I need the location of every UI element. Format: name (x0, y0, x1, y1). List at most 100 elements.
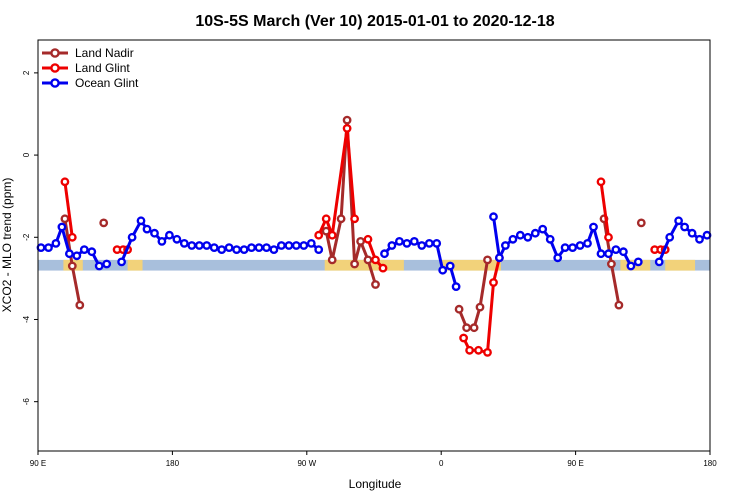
y-axis-label: XCO2 - MLO trend (ppm) (0, 178, 14, 313)
series-2-point (523, 232, 533, 242)
series-2-point (438, 265, 448, 275)
series-2-point (187, 241, 197, 250)
series-2-point (633, 257, 643, 267)
y-tick-label: -4 (22, 315, 31, 323)
series-1-point (371, 255, 380, 265)
series-2-point (87, 247, 97, 257)
series-2-point (500, 241, 510, 250)
series-0-point (483, 255, 492, 265)
x-tick-label: 180 (703, 459, 717, 468)
series-2-point (51, 238, 61, 248)
series-2-point (117, 257, 127, 267)
series-2-point (417, 241, 427, 250)
series-2-point (674, 216, 683, 226)
series-2-point (553, 253, 563, 263)
series-0-point (60, 214, 70, 224)
series-2-point (102, 259, 112, 269)
series-0-point (336, 214, 346, 224)
series-0-point (75, 300, 85, 310)
series-2-point (568, 243, 577, 253)
y-axis: -6 -4 -2 0 2 (22, 70, 38, 405)
series-0-point (356, 236, 365, 246)
series-0-point (67, 261, 77, 271)
series-2-point (127, 232, 137, 242)
x-tick-label: 0 (439, 459, 444, 468)
series-2-point (489, 212, 498, 222)
series-2-point (136, 216, 146, 226)
series-2-point (515, 230, 525, 240)
band-highlight-3 (441, 259, 501, 271)
series-2-point (380, 249, 389, 259)
series-0-point (607, 259, 616, 269)
series-2-point (44, 243, 53, 253)
series-2-point (232, 245, 242, 255)
series-2-point (142, 224, 152, 234)
y-tick-label: -2 (22, 233, 31, 241)
series-2-point (695, 234, 704, 244)
series-2-point (217, 245, 227, 255)
series-0-point (454, 304, 464, 314)
series-1-line-0 (63, 181, 74, 238)
series-2-point (604, 249, 613, 259)
series-2-point (494, 253, 504, 263)
series-2-point (626, 261, 636, 271)
series-0-point (99, 218, 109, 228)
x-axis-label: Longitude (349, 477, 402, 491)
series-1-point (459, 333, 468, 343)
series-1-point (596, 177, 606, 187)
series-2-point (65, 249, 74, 259)
series-2-point (224, 243, 234, 253)
series-1-point (314, 230, 324, 240)
series-2-point (424, 238, 434, 248)
x-axis: 90 E 180 90 W 0 90 E 180 (30, 451, 717, 468)
series-1-point (363, 234, 373, 244)
series-0-point (614, 300, 624, 310)
x-tick-label: 180 (166, 459, 180, 468)
series-0-point (469, 323, 479, 333)
series-1-point (327, 230, 337, 240)
series-2-point (57, 222, 67, 232)
series-2-point (291, 241, 301, 250)
series-2-point (702, 230, 712, 240)
series-2-point (157, 236, 167, 246)
series-2-point (589, 222, 598, 232)
series-2-point (402, 238, 412, 248)
series-2-point (394, 236, 404, 246)
series-2-point (164, 230, 174, 240)
series-1-line-5 (599, 181, 610, 238)
series-2-point (79, 245, 89, 255)
series-2-point (409, 236, 419, 246)
series-2-point (179, 238, 189, 248)
series-2-point (538, 224, 548, 234)
series-2-point (687, 228, 697, 238)
series-2-point (432, 238, 442, 248)
x-tick-label: 90 W (297, 459, 316, 468)
series-2-point (387, 241, 397, 250)
series-2-point (276, 241, 286, 250)
series-2-point (619, 247, 628, 257)
series-2-point (654, 257, 664, 267)
series-2-point (239, 245, 249, 255)
series-2-point (247, 243, 256, 253)
series-2-point (575, 241, 585, 250)
series-2-point (209, 243, 219, 253)
series-2-point (545, 234, 555, 244)
y-tick-label: 0 (22, 152, 31, 157)
series-1-point (489, 278, 498, 287)
legend-label: Land Glint (75, 61, 130, 75)
legend-marker (50, 48, 60, 58)
series-2-point (202, 241, 212, 250)
series-layer (36, 115, 712, 357)
y-tick-label: 2 (22, 70, 31, 75)
series-2-point (508, 234, 518, 244)
series-1-point (604, 232, 613, 242)
series-2-point (150, 228, 159, 238)
series-1-point (378, 263, 388, 273)
series-2-point (254, 243, 264, 253)
series-2-point (680, 222, 689, 232)
series-2-point (445, 261, 455, 271)
series-1-point (350, 214, 359, 224)
series-2-point (530, 228, 540, 238)
series-2-point (299, 241, 309, 250)
